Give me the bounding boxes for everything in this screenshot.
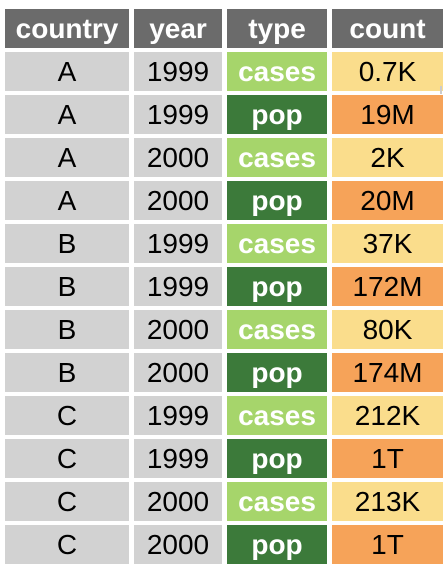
cell-year: 2000 [134, 482, 222, 521]
header-year: year [134, 9, 222, 48]
cell-type: cases [227, 138, 327, 177]
cell-year: 1999 [134, 224, 222, 263]
cell-year: 1999 [134, 95, 222, 134]
cell-year: 2000 [134, 353, 222, 392]
cell-count: 2K [332, 138, 443, 177]
cell-type: cases [227, 224, 327, 263]
cell-country: A [5, 52, 129, 91]
cell-count: 0.7K [332, 52, 443, 91]
edge-divider [440, 86, 442, 94]
cell-year: 1999 [134, 439, 222, 478]
cell-type: cases [227, 310, 327, 349]
cell-country: A [5, 181, 129, 220]
header-country: country [5, 9, 129, 48]
cell-country: B [5, 353, 129, 392]
cell-type: cases [227, 482, 327, 521]
cell-year: 2000 [134, 138, 222, 177]
cell-country: B [5, 310, 129, 349]
cell-year: 2000 [134, 525, 222, 564]
cell-type: cases [227, 396, 327, 435]
cell-type: pop [227, 439, 327, 478]
cell-country: C [5, 482, 129, 521]
cell-count: 20M [332, 181, 443, 220]
cell-country: C [5, 439, 129, 478]
cell-year: 2000 [134, 310, 222, 349]
cell-count: 1T [332, 439, 443, 478]
cell-count: 213K [332, 482, 443, 521]
cell-type: pop [227, 181, 327, 220]
cell-country: B [5, 224, 129, 263]
cell-year: 1999 [134, 396, 222, 435]
header-count: count [332, 9, 443, 48]
cell-type: pop [227, 267, 327, 306]
cell-type: pop [227, 525, 327, 564]
cell-count: 37K [332, 224, 443, 263]
cell-year: 2000 [134, 181, 222, 220]
cell-type: pop [227, 95, 327, 134]
cell-type: pop [227, 353, 327, 392]
cell-count: 172M [332, 267, 443, 306]
cell-country: C [5, 396, 129, 435]
cell-year: 1999 [134, 52, 222, 91]
cell-country: C [5, 525, 129, 564]
tidy-data-table: country year type count A 1999 cases 0.7K A 1… [5, 9, 443, 564]
cell-type: cases [227, 52, 327, 91]
cell-count: 174M [332, 353, 443, 392]
cell-count: 1T [332, 525, 443, 564]
cell-count: 19M [332, 95, 443, 134]
cell-country: B [5, 267, 129, 306]
cell-count: 212K [332, 396, 443, 435]
header-type: type [227, 9, 327, 48]
cell-count: 80K [332, 310, 443, 349]
cell-year: 1999 [134, 267, 222, 306]
cell-country: A [5, 138, 129, 177]
cell-country: A [5, 95, 129, 134]
